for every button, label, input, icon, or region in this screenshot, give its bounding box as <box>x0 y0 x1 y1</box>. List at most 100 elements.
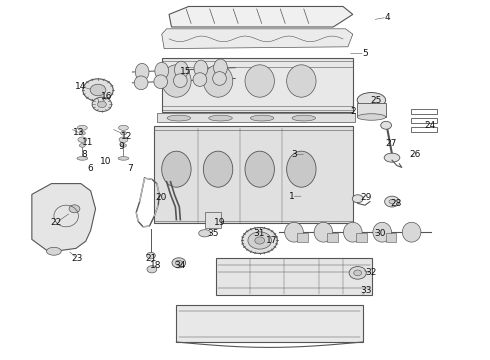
Text: 18: 18 <box>150 261 162 270</box>
Text: 23: 23 <box>72 254 83 263</box>
Text: 35: 35 <box>207 229 219 238</box>
Ellipse shape <box>119 137 128 142</box>
Ellipse shape <box>119 125 128 130</box>
Text: 29: 29 <box>361 193 372 202</box>
Ellipse shape <box>203 65 233 97</box>
Text: 21: 21 <box>145 254 157 263</box>
Ellipse shape <box>354 270 362 276</box>
Ellipse shape <box>343 222 362 242</box>
Ellipse shape <box>154 75 168 89</box>
Ellipse shape <box>213 72 226 85</box>
Text: 28: 28 <box>390 199 402 208</box>
Text: 13: 13 <box>73 128 84 137</box>
Ellipse shape <box>203 151 233 187</box>
Ellipse shape <box>292 115 316 121</box>
Text: 2: 2 <box>350 107 356 116</box>
Ellipse shape <box>118 157 129 160</box>
Text: 5: 5 <box>362 49 368 58</box>
Ellipse shape <box>373 222 392 242</box>
Polygon shape <box>169 6 353 27</box>
Bar <box>386 233 396 242</box>
Ellipse shape <box>69 205 80 213</box>
Polygon shape <box>162 58 353 112</box>
Ellipse shape <box>92 97 112 112</box>
Ellipse shape <box>79 144 85 147</box>
Text: 4: 4 <box>384 13 390 22</box>
Ellipse shape <box>385 196 399 207</box>
Ellipse shape <box>167 115 191 121</box>
Ellipse shape <box>357 93 386 108</box>
Text: 15: 15 <box>180 67 192 76</box>
Ellipse shape <box>214 59 227 76</box>
Text: 8: 8 <box>81 150 87 158</box>
Bar <box>297 233 308 242</box>
Text: 31: 31 <box>253 229 265 238</box>
Polygon shape <box>154 126 353 223</box>
Text: 24: 24 <box>425 121 436 130</box>
Ellipse shape <box>98 101 106 108</box>
Ellipse shape <box>47 247 61 255</box>
Ellipse shape <box>245 65 274 97</box>
Text: 1: 1 <box>289 192 294 201</box>
Ellipse shape <box>79 131 85 135</box>
Text: 10: 10 <box>99 157 111 166</box>
Ellipse shape <box>155 62 169 80</box>
Text: 30: 30 <box>374 229 386 238</box>
Text: 19: 19 <box>214 218 225 227</box>
Ellipse shape <box>147 252 155 259</box>
Ellipse shape <box>78 137 87 142</box>
Text: 9: 9 <box>119 142 124 151</box>
Ellipse shape <box>357 114 386 120</box>
Ellipse shape <box>384 153 400 162</box>
Ellipse shape <box>172 258 186 268</box>
Ellipse shape <box>199 230 211 237</box>
Text: 22: 22 <box>51 218 62 227</box>
Text: 32: 32 <box>366 269 377 277</box>
Polygon shape <box>162 29 353 49</box>
Text: 17: 17 <box>266 236 278 245</box>
Ellipse shape <box>209 115 232 121</box>
Text: 25: 25 <box>370 95 382 104</box>
Ellipse shape <box>162 65 191 97</box>
Ellipse shape <box>349 266 367 279</box>
Polygon shape <box>216 258 372 295</box>
Ellipse shape <box>352 195 363 203</box>
Ellipse shape <box>248 232 271 249</box>
Text: 6: 6 <box>88 164 94 173</box>
Ellipse shape <box>381 121 392 129</box>
Text: 16: 16 <box>101 92 113 101</box>
Text: 14: 14 <box>75 82 87 91</box>
Ellipse shape <box>134 76 148 90</box>
Polygon shape <box>176 305 363 342</box>
Text: 33: 33 <box>361 287 372 295</box>
Text: 3: 3 <box>291 150 297 159</box>
Ellipse shape <box>121 144 126 147</box>
Ellipse shape <box>83 79 113 101</box>
Bar <box>357 103 386 117</box>
Ellipse shape <box>77 125 87 130</box>
Ellipse shape <box>135 63 149 81</box>
Text: 12: 12 <box>121 132 132 140</box>
Text: 20: 20 <box>155 193 167 202</box>
Text: 34: 34 <box>174 261 186 270</box>
Ellipse shape <box>121 131 126 135</box>
Ellipse shape <box>174 61 188 78</box>
Polygon shape <box>157 113 355 122</box>
Ellipse shape <box>173 74 187 87</box>
Bar <box>411 109 437 114</box>
Bar <box>411 118 437 123</box>
Text: 11: 11 <box>81 138 93 147</box>
Text: 26: 26 <box>410 150 421 158</box>
Ellipse shape <box>242 228 277 253</box>
Text: 27: 27 <box>385 139 397 148</box>
Ellipse shape <box>250 115 274 121</box>
Ellipse shape <box>194 60 208 77</box>
Ellipse shape <box>285 222 303 242</box>
Ellipse shape <box>193 73 207 86</box>
Ellipse shape <box>389 199 395 204</box>
Ellipse shape <box>287 65 316 97</box>
Bar <box>356 233 367 242</box>
Ellipse shape <box>77 157 88 160</box>
Ellipse shape <box>245 151 274 187</box>
Ellipse shape <box>90 84 106 96</box>
